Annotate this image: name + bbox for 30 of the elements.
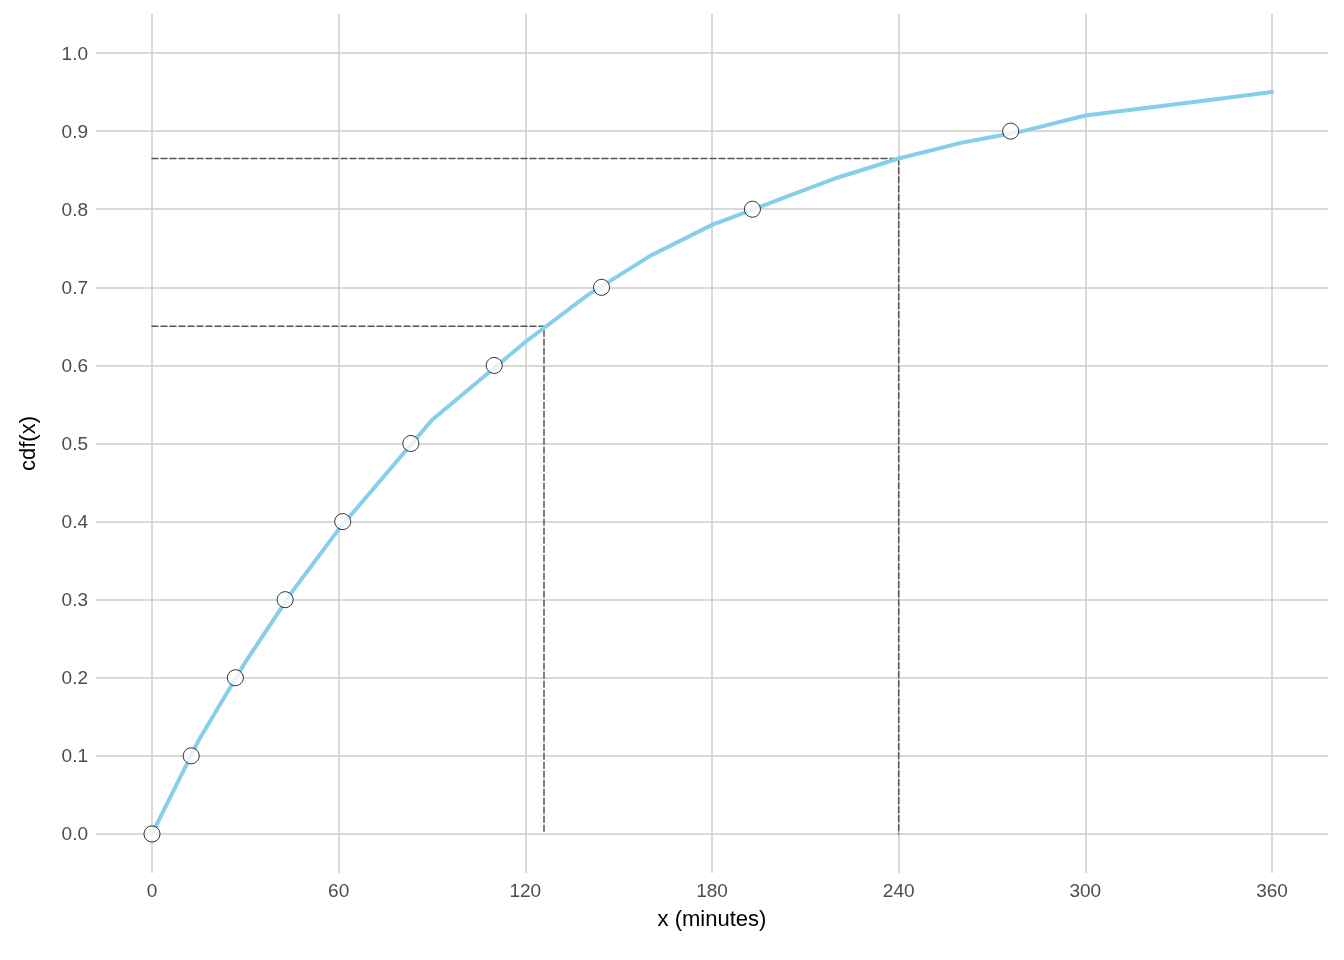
y-tick-label: 0.3 [61,589,88,611]
y-axis-title: cdf(x) [14,416,40,471]
y-tick-label: 0.7 [61,276,88,298]
point [226,669,244,687]
x-tick-label: 180 [696,880,728,901]
point [276,591,294,609]
y-tick-label: 0.2 [61,667,88,689]
point [402,435,420,452]
y-tick-label: 1.0 [61,42,88,64]
x-tick-label: 0 [146,880,158,901]
point [593,278,611,296]
x-tick-label: 120 [509,880,542,901]
y-tick-label: 0.0 [61,823,88,845]
x-tick-label: 240 [882,880,915,901]
point [485,356,503,374]
y-tick-label: 0.6 [61,354,88,376]
point [1002,122,1020,140]
x-tick-label: 60 [328,880,350,901]
y-tick-label: 0.8 [61,198,88,220]
x-tick-label: 360 [1256,880,1288,901]
y-tick-label: 0.1 [61,745,88,767]
y-tick-label: 0.5 [61,433,88,454]
point [143,825,161,843]
x-tick-label: 300 [1069,880,1102,901]
y-tick-label: 0.9 [61,120,88,142]
y-tick-label: 0.4 [61,511,89,533]
point [334,513,352,531]
x-axis-title: x (minutes) [657,905,767,931]
point [743,200,761,218]
point [182,747,200,765]
